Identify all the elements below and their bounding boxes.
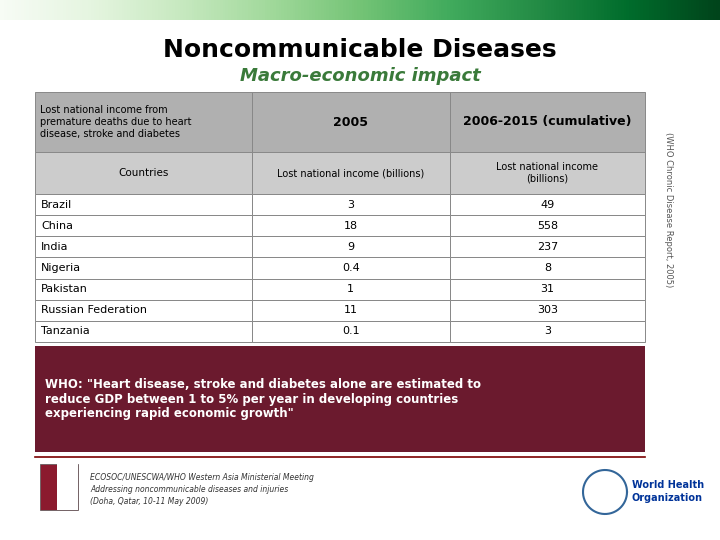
Bar xyxy=(251,279,450,300)
Text: Noncommunicable Diseases: Noncommunicable Diseases xyxy=(163,38,557,62)
Text: Pakistan: Pakistan xyxy=(41,284,88,294)
Text: World Health: World Health xyxy=(632,480,704,490)
Bar xyxy=(251,300,450,321)
Text: WHO: "Heart disease, stroke and diabetes alone are estimated to
reduce GDP betwe: WHO: "Heart disease, stroke and diabetes… xyxy=(45,377,481,421)
Text: (WHO Chronic Disease Report, 2005): (WHO Chronic Disease Report, 2005) xyxy=(664,132,672,288)
Text: 31: 31 xyxy=(541,284,554,294)
Text: 0.4: 0.4 xyxy=(342,263,359,273)
Text: China: China xyxy=(41,221,73,231)
Text: ECOSOC/UNESCWA/WHO Western Asia Ministerial Meeting: ECOSOC/UNESCWA/WHO Western Asia Minister… xyxy=(90,474,314,483)
Bar xyxy=(35,215,251,237)
Bar xyxy=(450,321,645,342)
Text: 49: 49 xyxy=(540,200,554,210)
Text: Macro-economic impact: Macro-economic impact xyxy=(240,67,480,85)
Bar xyxy=(450,152,645,194)
Text: Lost national income from
premature deaths due to heart
disease, stroke and diab: Lost national income from premature deat… xyxy=(40,105,192,139)
Bar xyxy=(450,279,645,300)
Bar xyxy=(35,194,251,215)
Text: 11: 11 xyxy=(343,305,358,315)
Bar xyxy=(450,194,645,215)
Bar xyxy=(251,215,450,237)
Bar xyxy=(35,152,251,194)
Text: India: India xyxy=(41,242,68,252)
Bar xyxy=(35,92,251,152)
Text: Brazil: Brazil xyxy=(41,200,72,210)
Text: Addressing noncommunicable diseases and injuries: Addressing noncommunicable diseases and … xyxy=(90,485,288,495)
Bar xyxy=(251,321,450,342)
Text: Lost national income (billions): Lost national income (billions) xyxy=(277,168,424,178)
Text: Russian Federation: Russian Federation xyxy=(41,305,147,315)
Bar xyxy=(450,237,645,258)
Text: Tanzania: Tanzania xyxy=(41,326,90,336)
Text: 2005: 2005 xyxy=(333,116,368,129)
Bar xyxy=(251,152,450,194)
Bar xyxy=(251,237,450,258)
Text: 558: 558 xyxy=(537,221,558,231)
Bar xyxy=(450,300,645,321)
Text: Countries: Countries xyxy=(118,168,168,178)
Text: Lost national income
(billions): Lost national income (billions) xyxy=(496,162,598,184)
Bar xyxy=(35,237,251,258)
Bar xyxy=(35,321,251,342)
Text: 303: 303 xyxy=(537,305,558,315)
Bar xyxy=(35,258,251,279)
Text: 3: 3 xyxy=(347,200,354,210)
Bar xyxy=(57,464,78,510)
Bar xyxy=(35,279,251,300)
Bar xyxy=(251,258,450,279)
Text: 2006-2015 (cumulative): 2006-2015 (cumulative) xyxy=(463,116,631,129)
Text: 3: 3 xyxy=(544,326,551,336)
Text: 18: 18 xyxy=(343,221,358,231)
Bar xyxy=(251,194,450,215)
Text: Organization: Organization xyxy=(632,493,703,503)
Text: (Doha, Qatar, 10-11 May 2009): (Doha, Qatar, 10-11 May 2009) xyxy=(90,497,208,507)
Bar xyxy=(251,92,450,152)
Text: 1: 1 xyxy=(347,284,354,294)
Text: 8: 8 xyxy=(544,263,551,273)
Text: 9: 9 xyxy=(347,242,354,252)
Bar xyxy=(35,300,251,321)
Bar xyxy=(450,92,645,152)
Bar xyxy=(450,258,645,279)
Bar xyxy=(450,215,645,237)
Text: Nigeria: Nigeria xyxy=(41,263,81,273)
Text: 0.1: 0.1 xyxy=(342,326,359,336)
Bar xyxy=(40,464,78,510)
Text: 237: 237 xyxy=(537,242,558,252)
Bar xyxy=(35,346,645,452)
